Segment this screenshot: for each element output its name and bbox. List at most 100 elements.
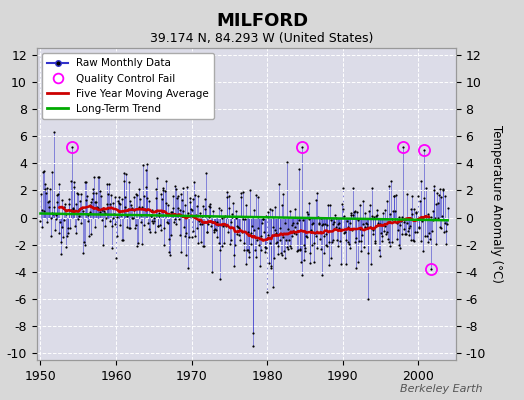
Point xyxy=(223,194,232,201)
Point xyxy=(269,284,278,290)
Point xyxy=(243,247,252,253)
Point xyxy=(338,201,346,207)
Point xyxy=(145,198,153,204)
Point xyxy=(156,222,164,228)
Point xyxy=(377,230,385,236)
Point xyxy=(402,220,411,226)
Point xyxy=(104,205,113,211)
Point xyxy=(230,252,238,258)
Point xyxy=(158,196,166,203)
Point xyxy=(392,192,400,199)
Point xyxy=(74,190,82,197)
Point xyxy=(314,221,323,227)
Point xyxy=(329,237,337,243)
Point xyxy=(342,261,350,267)
Point xyxy=(387,239,396,245)
Point xyxy=(114,198,122,204)
Point xyxy=(191,192,200,198)
Point xyxy=(423,239,432,245)
Point xyxy=(190,179,198,186)
Point xyxy=(99,204,107,211)
Point xyxy=(392,236,401,242)
Point xyxy=(89,190,97,196)
Point xyxy=(310,258,319,265)
Point xyxy=(383,229,391,236)
Point xyxy=(234,224,242,230)
Point xyxy=(355,225,364,232)
Point xyxy=(396,245,405,252)
Point xyxy=(97,216,106,223)
Point xyxy=(293,248,301,254)
Point xyxy=(326,202,334,208)
Point xyxy=(264,209,272,216)
Point xyxy=(168,193,177,200)
Point xyxy=(179,185,187,192)
Point xyxy=(356,202,364,208)
Point xyxy=(259,216,267,222)
Point xyxy=(122,171,130,177)
Point xyxy=(52,212,60,218)
Point xyxy=(56,219,64,226)
Point xyxy=(347,210,356,216)
Point xyxy=(189,196,197,202)
Point xyxy=(355,238,363,245)
Point xyxy=(435,192,443,198)
Point xyxy=(404,228,412,235)
Point xyxy=(149,220,157,226)
Point xyxy=(110,211,118,218)
Point xyxy=(73,190,81,196)
Point xyxy=(370,213,378,220)
Point xyxy=(430,183,439,189)
Point xyxy=(247,230,256,236)
Text: Berkeley Earth: Berkeley Earth xyxy=(400,384,482,394)
Point xyxy=(64,201,73,208)
Point xyxy=(125,179,134,185)
Point xyxy=(346,212,355,218)
Point xyxy=(265,260,273,266)
Point xyxy=(144,220,152,226)
Point xyxy=(414,224,423,230)
Point xyxy=(368,184,376,191)
Point xyxy=(434,215,442,221)
Point xyxy=(238,229,246,236)
Point xyxy=(313,245,322,252)
Point xyxy=(78,205,86,211)
Point xyxy=(389,208,397,214)
Point xyxy=(196,210,204,217)
Point xyxy=(171,216,179,222)
Point xyxy=(249,330,257,336)
Point xyxy=(82,197,90,203)
Point xyxy=(318,222,326,228)
Point xyxy=(367,213,376,220)
Point xyxy=(274,243,282,250)
Point xyxy=(101,223,110,229)
Point xyxy=(209,208,217,214)
Point xyxy=(127,202,135,208)
Point xyxy=(239,188,247,195)
Point xyxy=(83,212,92,218)
Point xyxy=(82,178,91,185)
Point xyxy=(215,204,223,211)
Point xyxy=(270,203,279,210)
Point xyxy=(250,226,259,233)
Point xyxy=(96,188,104,194)
Point xyxy=(245,254,253,261)
Point xyxy=(330,218,339,225)
Point xyxy=(191,233,199,239)
Point xyxy=(419,248,428,254)
Point xyxy=(136,195,144,202)
Point xyxy=(295,217,303,223)
Point xyxy=(71,223,79,229)
Point xyxy=(353,208,361,215)
Point xyxy=(85,209,94,215)
Point xyxy=(403,191,412,197)
Point xyxy=(37,191,45,197)
Point xyxy=(433,200,442,206)
Point xyxy=(90,174,98,180)
Point xyxy=(351,239,359,246)
Point xyxy=(367,260,375,267)
Point xyxy=(201,206,210,212)
Point xyxy=(46,186,54,192)
Point xyxy=(284,246,292,253)
Point xyxy=(183,210,192,216)
